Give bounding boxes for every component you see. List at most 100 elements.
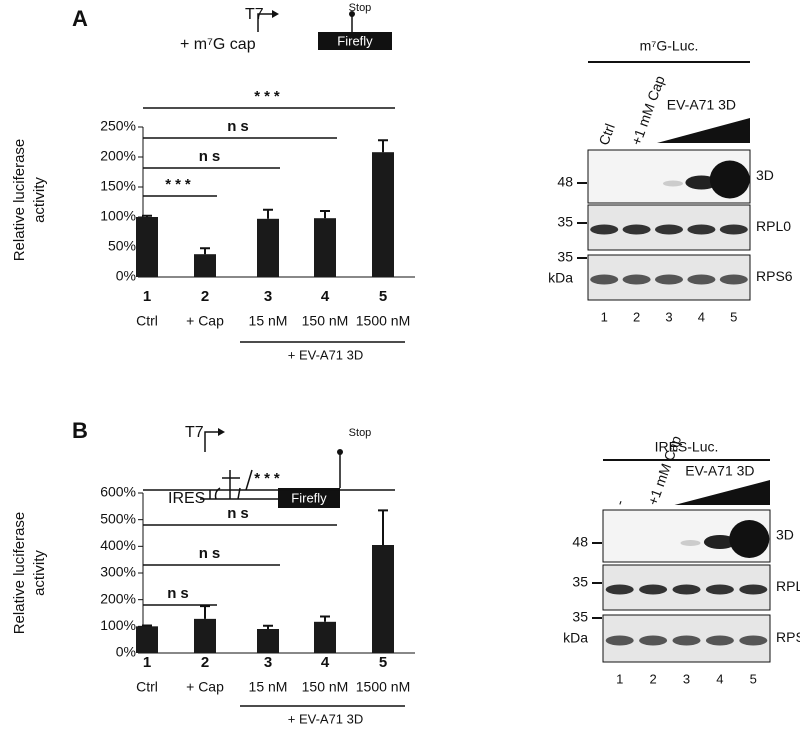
significance-label: ***	[165, 176, 195, 193]
band	[703, 535, 736, 549]
significance-label: ns	[199, 545, 225, 562]
bar	[194, 618, 216, 653]
panel-letter: A	[72, 6, 88, 31]
gene-label: Firefly	[337, 33, 373, 48]
band	[655, 274, 683, 285]
band	[639, 584, 668, 595]
y-axis-label: activity	[31, 550, 48, 596]
bar	[257, 629, 279, 653]
band	[639, 635, 668, 646]
band	[680, 540, 701, 546]
error-bar	[142, 214, 152, 217]
gradient-triangle	[657, 118, 750, 143]
error-bar	[263, 208, 273, 219]
x-tick-label: 4	[321, 288, 330, 305]
blot-title: m⁷G-Luc.	[640, 38, 699, 54]
band	[687, 224, 716, 235]
gene-box	[278, 488, 340, 508]
x-tick-label: 2	[201, 654, 209, 671]
x-sublabel: 150 nM	[302, 313, 349, 329]
band	[739, 584, 768, 595]
lane-number: 3	[665, 309, 672, 324]
y-tick-label: 200%	[100, 590, 136, 606]
x-sublabel: 15 nM	[249, 679, 288, 695]
y-tick-label: 400%	[100, 537, 136, 553]
band	[685, 175, 718, 190]
x-sublabel: 15 nM	[249, 313, 288, 329]
lane-number: 1	[616, 671, 623, 686]
band	[622, 274, 651, 285]
x-sublabel: + Cap	[186, 313, 224, 329]
x-sublabel: + Cap	[186, 679, 224, 695]
stop-label: Stop	[349, 427, 372, 439]
bar	[136, 217, 158, 277]
error-bar	[320, 615, 330, 622]
band	[739, 635, 768, 646]
band	[663, 180, 683, 187]
x-tick-label: 4	[321, 654, 330, 671]
bar	[314, 218, 336, 277]
error-bar	[378, 509, 388, 545]
lane-number: 3	[683, 671, 690, 686]
group-label: + EV-A71 3D	[288, 347, 364, 362]
construct-left: IRES	[168, 490, 205, 507]
lane-label: +1 mM Cap	[628, 73, 668, 147]
x-tick-label: 1	[143, 288, 151, 305]
y-tick-label: 100%	[100, 208, 136, 224]
y-tick-label: 150%	[100, 178, 136, 194]
stop-dot	[337, 449, 343, 455]
band	[709, 160, 750, 199]
gradient-triangle	[674, 480, 770, 505]
lane-label: -	[611, 497, 628, 507]
x-tick-label: 5	[379, 654, 387, 671]
y-axis-label: Relative luciferase	[11, 512, 28, 635]
y-axis-label: Relative luciferase	[11, 139, 28, 262]
gradient-label: EV-A71 3D	[685, 463, 754, 479]
error-bar	[378, 139, 388, 153]
y-tick-label: 200%	[100, 148, 136, 164]
significance-label: ns	[227, 505, 253, 522]
y-tick-label: 100%	[100, 617, 136, 633]
band-label: RPL0	[756, 218, 791, 234]
lane-number: 5	[750, 671, 757, 686]
bar	[257, 218, 279, 277]
significance-label: ns	[227, 118, 253, 135]
marker-label: 48	[572, 534, 588, 550]
stop-dot	[349, 11, 355, 17]
band	[672, 635, 701, 646]
band-label: RPS6	[776, 629, 800, 645]
band	[719, 224, 748, 235]
error-bar	[200, 247, 210, 255]
promoter-arrow	[204, 431, 218, 452]
marker-label: 35	[557, 214, 573, 230]
band	[705, 635, 734, 646]
x-tick-label: 2	[201, 288, 209, 305]
significance-label: ns	[199, 148, 225, 165]
band	[687, 274, 716, 285]
band	[655, 224, 683, 235]
x-sublabel: 1500 nM	[356, 679, 410, 695]
panel-letter: B	[72, 418, 88, 443]
error-bar	[200, 605, 210, 619]
group-label: + EV-A71 3D	[288, 711, 364, 726]
error-bar	[320, 210, 330, 219]
marker-label: 35	[557, 249, 573, 265]
band	[719, 274, 748, 285]
lane-label: Ctrl	[595, 121, 617, 147]
y-tick-label: 300%	[100, 564, 136, 580]
gradient-label: EV-A71 3D	[667, 97, 736, 113]
band-label: RPS6	[756, 268, 793, 284]
construct-left: + m⁷G cap	[180, 36, 256, 53]
gene-box	[318, 32, 392, 50]
bar	[194, 254, 216, 277]
bar	[372, 545, 394, 653]
lane-number: 4	[698, 309, 705, 324]
lane-number: 2	[649, 671, 656, 686]
ires-structure	[200, 469, 278, 500]
promoter-arrow	[257, 13, 272, 32]
y-tick-label: 0%	[116, 268, 136, 284]
bar	[372, 152, 394, 277]
bar	[136, 626, 158, 653]
band	[590, 274, 619, 285]
